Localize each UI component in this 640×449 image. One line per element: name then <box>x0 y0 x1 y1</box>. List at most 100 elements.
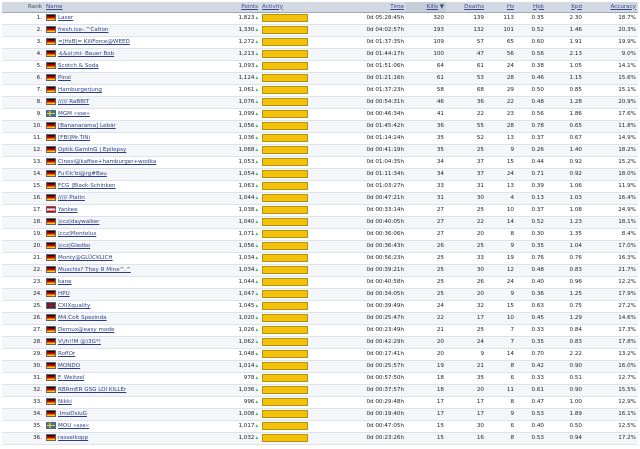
col-kpd[interactable]: Kpd <box>546 2 584 13</box>
rank-cell: 12. <box>2 144 44 157</box>
player-name-link[interactable]: M4.Colt Spezinda <box>58 315 107 321</box>
deaths-cell: 22 <box>446 216 486 229</box>
activity-bar <box>262 181 308 190</box>
sort-by-kpd-link[interactable]: Kpd <box>571 3 582 10</box>
player-name-link[interactable]: ///// RaBBIT <box>58 99 90 105</box>
hs-cell: 14 <box>486 216 516 229</box>
deaths-cell: 37 <box>446 168 486 181</box>
player-name-link[interactable]: Hamburgerjung <box>58 87 102 93</box>
col-name[interactable]: Name <box>44 2 218 13</box>
sort-by-kills-link[interactable]: Kills <box>426 3 438 10</box>
col-time[interactable]: Time <box>334 2 406 13</box>
time-cell: 0d 00:57:50h <box>334 372 406 385</box>
hs-cell: 8 <box>486 228 516 241</box>
activity-bar <box>262 73 308 82</box>
player-name-link[interactable]: Laser <box>58 15 74 21</box>
col-deaths[interactable]: Deaths <box>446 2 486 13</box>
activity-bar <box>262 361 308 370</box>
col-hs[interactable]: Hs <box>486 2 516 13</box>
deaths-cell: 16 <box>446 432 486 445</box>
activity-bar <box>262 133 308 142</box>
sort-by-points-link[interactable]: Points <box>241 3 258 10</box>
player-name-link[interactable]: |ccz|Gledko <box>58 243 91 249</box>
country-flag-icon <box>46 434 56 441</box>
player-name-link[interactable]: [Bananarama] Lebär <box>58 123 116 129</box>
trend-up-icon: ▴ <box>255 135 258 141</box>
player-name-link[interactable]: fresh.ice-.^Calton <box>58 27 109 33</box>
player-name-link[interactable]: Cinosi@kaffee+hamburger+wodka <box>58 159 157 165</box>
col-activity[interactable]: Activity <box>260 2 334 13</box>
player-cell: fresh.ice-.^Calton <box>44 24 218 37</box>
sort-by-accuracy-link[interactable]: Accuracy <box>610 3 636 10</box>
rank-cell: 11. <box>2 132 44 145</box>
accuracy-cell: 15.6% <box>584 72 638 85</box>
rank-cell: 21. <box>2 252 44 265</box>
col-kills[interactable]: Kills ▼ <box>406 2 446 13</box>
player-name-link[interactable]: rasselkopp <box>58 435 89 441</box>
country-flag-icon <box>46 338 56 345</box>
player-name-link[interactable]: Nikki <box>58 399 72 405</box>
accuracy-cell: 12.2% <box>584 276 638 289</box>
points-value: 1,213 <box>238 51 255 57</box>
points-value: 1,093 <box>238 63 255 69</box>
points-value: 1,056 <box>238 123 255 129</box>
col-points[interactable]: Points <box>218 2 260 13</box>
player-name-link[interactable]: |ccz|Montelus <box>58 231 97 237</box>
player-name-link[interactable]: HPU <box>58 291 70 297</box>
sort-by-deaths-link[interactable]: Deaths <box>464 3 484 10</box>
player-name-link[interactable]: Yankee <box>58 207 78 213</box>
accuracy-cell: 18.1% <box>584 216 638 229</box>
player-name-link[interactable]: Optik.GamInG | Epilepsy <box>58 147 127 153</box>
player-name-link[interactable]: Pinsl <box>58 75 71 81</box>
player-name-link[interactable]: Fu©k'bi@rg#Bau <box>58 171 107 177</box>
player-name-link[interactable]: FCG |Black-Schinken <box>58 183 116 189</box>
player-name-link[interactable]: F. Weitzel <box>58 375 85 381</box>
player-name-link[interactable]: kane <box>58 279 72 285</box>
activity-bar <box>262 337 308 346</box>
player-name-link[interactable]: MOU »sse« <box>58 423 90 429</box>
player-name-link[interactable]: Demux@easy mode <box>58 327 115 333</box>
col-hpk[interactable]: Hpk <box>516 2 546 13</box>
col-accuracy[interactable]: Accuracy <box>584 2 638 13</box>
player-name-link[interactable]: [FBI]Mr.TiNi <box>58 135 90 141</box>
trend-up-icon: ▴ <box>255 339 258 345</box>
sort-by-time-link[interactable]: Time <box>390 3 404 10</box>
table-row: 18. |ccz|daywalker 1,040▴ 0d 00:40:05h 27 22 1… <box>2 216 638 229</box>
time-cell: 0d 00:17:41h <box>334 348 406 361</box>
player-name-link[interactable]: MGM »sse« <box>58 111 90 117</box>
player-name-link[interactable]: =|HsB|= KillForce@WEED <box>58 39 130 45</box>
sort-by-name-link[interactable]: Name <box>46 3 63 10</box>
player-name-link[interactable]: -Ł&xi;mi- Bauer Bob <box>58 51 115 57</box>
player-name-link[interactable]: ///// Platin <box>58 195 85 201</box>
activity-bar <box>262 97 308 106</box>
kpd-cell: 0.83 <box>546 336 584 349</box>
sort-by-hs-link[interactable]: Hs <box>506 3 514 10</box>
table-row: 9. MGM »sse« 1,099▴ 0d 00:46:34h 41 22 23 0.56 1… <box>2 108 638 121</box>
player-name-link[interactable]: Scotch & Soda <box>58 63 99 69</box>
kills-cell: 18 <box>406 384 446 397</box>
country-flag-icon <box>46 86 56 93</box>
hs-cell: 9 <box>486 288 516 301</box>
deaths-cell: 33 <box>446 252 486 265</box>
player-name-link[interactable]: Muschis? They R Mine^.^ <box>58 267 131 273</box>
sort-by-hpk-link[interactable]: Hpk <box>533 3 544 10</box>
trend-up-icon: ▴ <box>255 435 258 441</box>
player-name-link[interactable]: |ccz|daywalker <box>58 219 100 225</box>
points-cell: 1,047▴ <box>218 288 260 301</box>
player-name-link[interactable]: RBRmER GSG LOl KILLEr <box>58 387 127 393</box>
points-value: 978 <box>243 375 255 381</box>
points-value: 1,330 <box>238 27 255 33</box>
activity-bar <box>262 253 308 262</box>
rank-cell: 30. <box>2 360 44 373</box>
player-name-link[interactable]: .ImoDsluG <box>58 411 87 417</box>
kpd-cell: 0.85 <box>546 84 584 97</box>
activity-bar <box>262 13 308 22</box>
player-name-link[interactable]: RoflOr <box>58 351 76 357</box>
deaths-cell: 47 <box>446 48 486 61</box>
sort-by-activity-link[interactable]: Activity <box>262 3 283 10</box>
player-name-link[interactable]: V\/h!!M @)3G*! <box>58 339 101 345</box>
player-name-link[interactable]: MONDO <box>58 363 81 369</box>
player-name-link[interactable]: Monty@GLÜCKLICH <box>58 255 113 261</box>
hs-cell: 15 <box>486 300 516 313</box>
player-name-link[interactable]: CXIXquality <box>58 303 91 309</box>
